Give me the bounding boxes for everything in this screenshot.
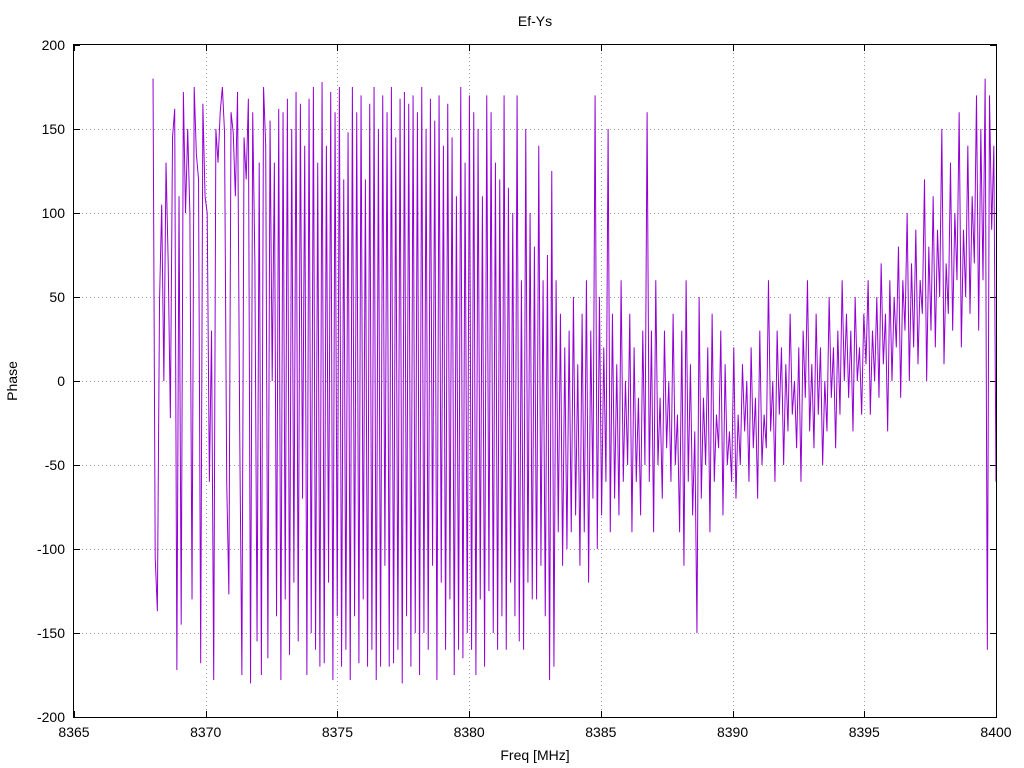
series-line: [152, 78, 997, 684]
x-tick-label: 8390: [717, 724, 748, 740]
y-tick-label: -150: [37, 625, 65, 641]
y-tick-label: 50: [49, 289, 65, 305]
y-tick-label: -100: [37, 541, 65, 557]
x-tick-label: 8380: [454, 724, 485, 740]
series-group: [152, 78, 997, 684]
x-tick-label: 8400: [980, 724, 1011, 740]
y-axis-title: Phase: [4, 361, 20, 401]
chart-title: Ef-Ys: [518, 13, 552, 29]
x-tick-label: 8365: [58, 724, 89, 740]
plot-frame: [73, 44, 997, 718]
x-tick-label: 8385: [585, 724, 616, 740]
y-tick-label: 0: [57, 373, 65, 389]
y-tick-labels: -200 -150 -100 -50 0 50 100 150 200: [37, 37, 65, 725]
x-tick-label: 8375: [322, 724, 353, 740]
y-tick-label: -200: [37, 709, 65, 725]
x-tick-label: 8370: [190, 724, 221, 740]
y-tick-label: 150: [42, 121, 66, 137]
y-tick-label: -50: [45, 457, 65, 473]
x-tick-labels: 8365 8370 8375 8380 8385 8390 8395 8400: [58, 724, 1011, 740]
y-tick-label: 100: [42, 205, 66, 221]
y-tick-label: 200: [42, 37, 66, 53]
x-axis-title: Freq [MHz]: [500, 747, 569, 763]
x-tick-label: 8395: [849, 724, 880, 740]
